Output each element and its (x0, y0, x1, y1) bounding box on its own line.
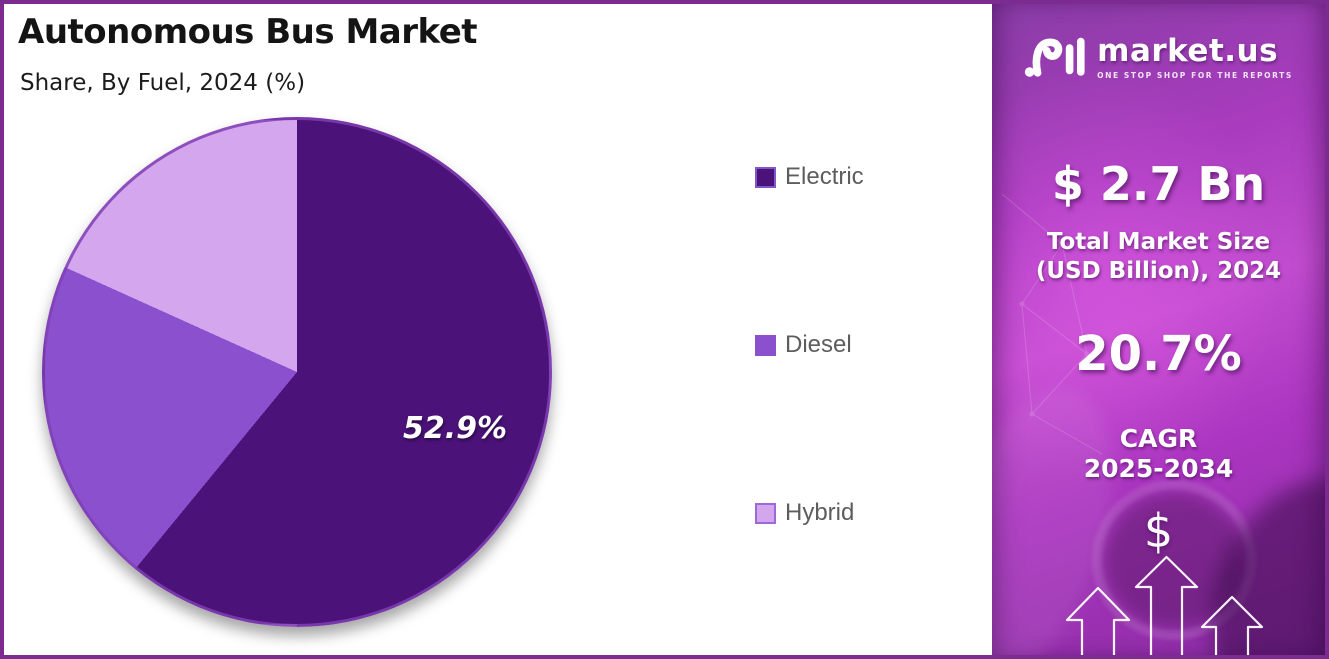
cagr-value: 20.7% (1075, 326, 1242, 382)
chart-subtitle: Share, By Fuel, 2024 (%) (20, 70, 306, 96)
legend-item-hybrid: Hybrid (755, 499, 855, 526)
market-us-logo-icon (1024, 37, 1085, 77)
dollar-icon: $ (1143, 504, 1174, 558)
coffee-cup-texture (1092, 480, 1256, 640)
page-title: Autonomous Bus Market (18, 12, 478, 52)
market-size-label-line2: (USD Billion), 2024 (1035, 258, 1282, 284)
brand-stats-panel: market.us ONE STOP SHOP FOR THE REPORTS … (992, 4, 1325, 655)
constellation-lines-decoration (1001, 193, 1103, 455)
chart-area: Autonomous Bus Market Share, By Fuel, 20… (4, 4, 992, 655)
legend-label: Diesel (785, 331, 852, 358)
market-size-value: $ 2.7 Bn (1051, 157, 1266, 211)
legend-swatch-electric (755, 166, 776, 188)
growth-arrows-icon (1065, 555, 1264, 655)
market-us-logo: market.us ONE STOP SHOP FOR THE REPORTS (992, 30, 1325, 82)
market-size-label-line1: Total Market Size (1046, 229, 1271, 255)
brand-tagline: ONE STOP SHOP FOR THE REPORTS (1097, 70, 1293, 80)
up-arrow-icon (1134, 555, 1199, 655)
legend-label: Hybrid (785, 499, 855, 526)
legend-item-diesel: Diesel (755, 331, 852, 358)
up-arrow-icon (1065, 586, 1131, 655)
legend-label: Electric (785, 163, 864, 190)
legend-item-electric: Electric (755, 163, 864, 190)
cagr-label-line2: 2025-2034 (1083, 454, 1234, 483)
up-arrow-icon (1200, 595, 1264, 655)
cagr-label: CAGR 2025-2034 (992, 424, 1325, 484)
legend-swatch-hybrid (755, 502, 776, 524)
pie-chart (42, 117, 552, 627)
coffee-cup-texture (1104, 492, 1244, 627)
market-size-label: Total Market Size (USD Billion), 2024 (992, 228, 1325, 286)
pie-slice-data-label: 52.9% (402, 411, 508, 446)
cagr-label-line1: CAGR (1119, 424, 1198, 453)
legend-swatch-diesel (755, 334, 776, 356)
brand-name: market.us (1097, 32, 1279, 69)
